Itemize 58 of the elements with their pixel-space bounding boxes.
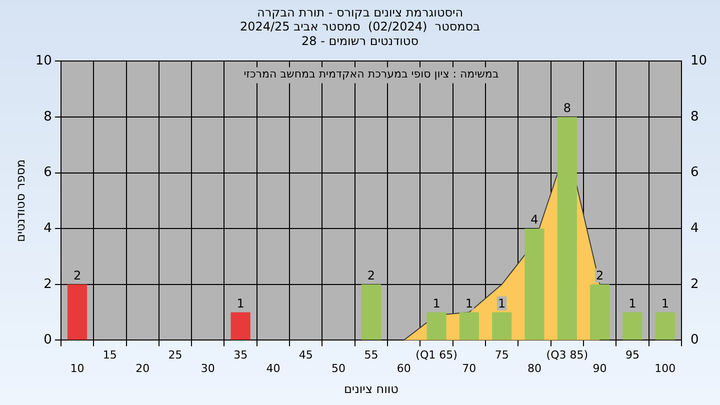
x-tick-label: 30 [200,362,215,375]
x-tick-label: 40 [266,362,280,375]
data-label: 4 [530,212,538,227]
x-tick-label: 60 [396,362,411,375]
bar [622,312,642,340]
y-tick-label: 4 [44,220,52,236]
x-tick-label: 100 [654,362,676,375]
x-tick-label: 55 [364,348,378,362]
bar [557,117,577,340]
bar [590,284,610,340]
bar [459,312,479,340]
y-tick-label: 10 [35,54,52,69]
data-label: 1 [465,296,473,310]
data-label: 1 [498,296,506,310]
x-tick-label: 75 [494,348,509,362]
y2-tick-label: 10 [690,54,708,69]
bar [426,312,446,340]
x-tick-label: 20 [136,362,150,375]
bar [655,312,675,340]
data-label: 2 [367,268,376,283]
x-tick-label: 70 [462,362,476,375]
bar [492,312,512,340]
x-tick-label: 35 [234,348,248,362]
data-label: 2 [73,268,82,283]
data-label: 2 [596,268,604,283]
y2-tick-label: 4 [690,220,699,236]
x-tick-label: 25 [168,348,182,362]
x-tick-label: 95 [625,348,640,362]
y2-tick-label: 0 [690,332,699,348]
x-tick-label: (Q3 85) [546,348,588,362]
y-axis-title: מספר סטודנטים [13,159,28,242]
x-tick-label: (Q1 65) [416,348,458,362]
bar [67,284,88,340]
chart-subtitle: בסמסטר (02/2024) סמסטר אביב 2024/25 סטודנטים רשומים - 28 [240,20,480,48]
bar [524,228,544,340]
x-tick-label: 15 [102,348,117,362]
y-tick-label: 6 [44,165,52,180]
y-tick-label: 8 [44,109,52,124]
y2-tick-label: 2 [690,276,699,292]
data-label: 1 [236,296,244,310]
x-tick-label: 45 [298,348,313,362]
x-tick-label: 10 [70,362,84,375]
x-axis-title: טווח ציונים [344,382,399,396]
y2-tick-label: 8 [690,109,699,124]
x-tick-label: 50 [332,362,346,375]
bar [361,284,381,340]
y2-tick-label: 6 [690,165,699,180]
data-label: 1 [432,296,440,310]
annotation: במשימה : ציון סופי במערכת האקדמית במחשב המרכזי [244,68,499,81]
x-tick-label: 80 [527,362,542,375]
y-tick-label: 0 [44,332,52,348]
chart-title: היסטוגרמת ציונים בקורס - תורת הבקרה [256,5,464,20]
bar [230,312,250,340]
data-label: 1 [628,296,636,310]
x-tick-label: 90 [592,362,607,375]
data-label: 1 [661,296,669,310]
y-tick-label: 2 [44,276,52,292]
data-label: 8 [563,101,571,116]
